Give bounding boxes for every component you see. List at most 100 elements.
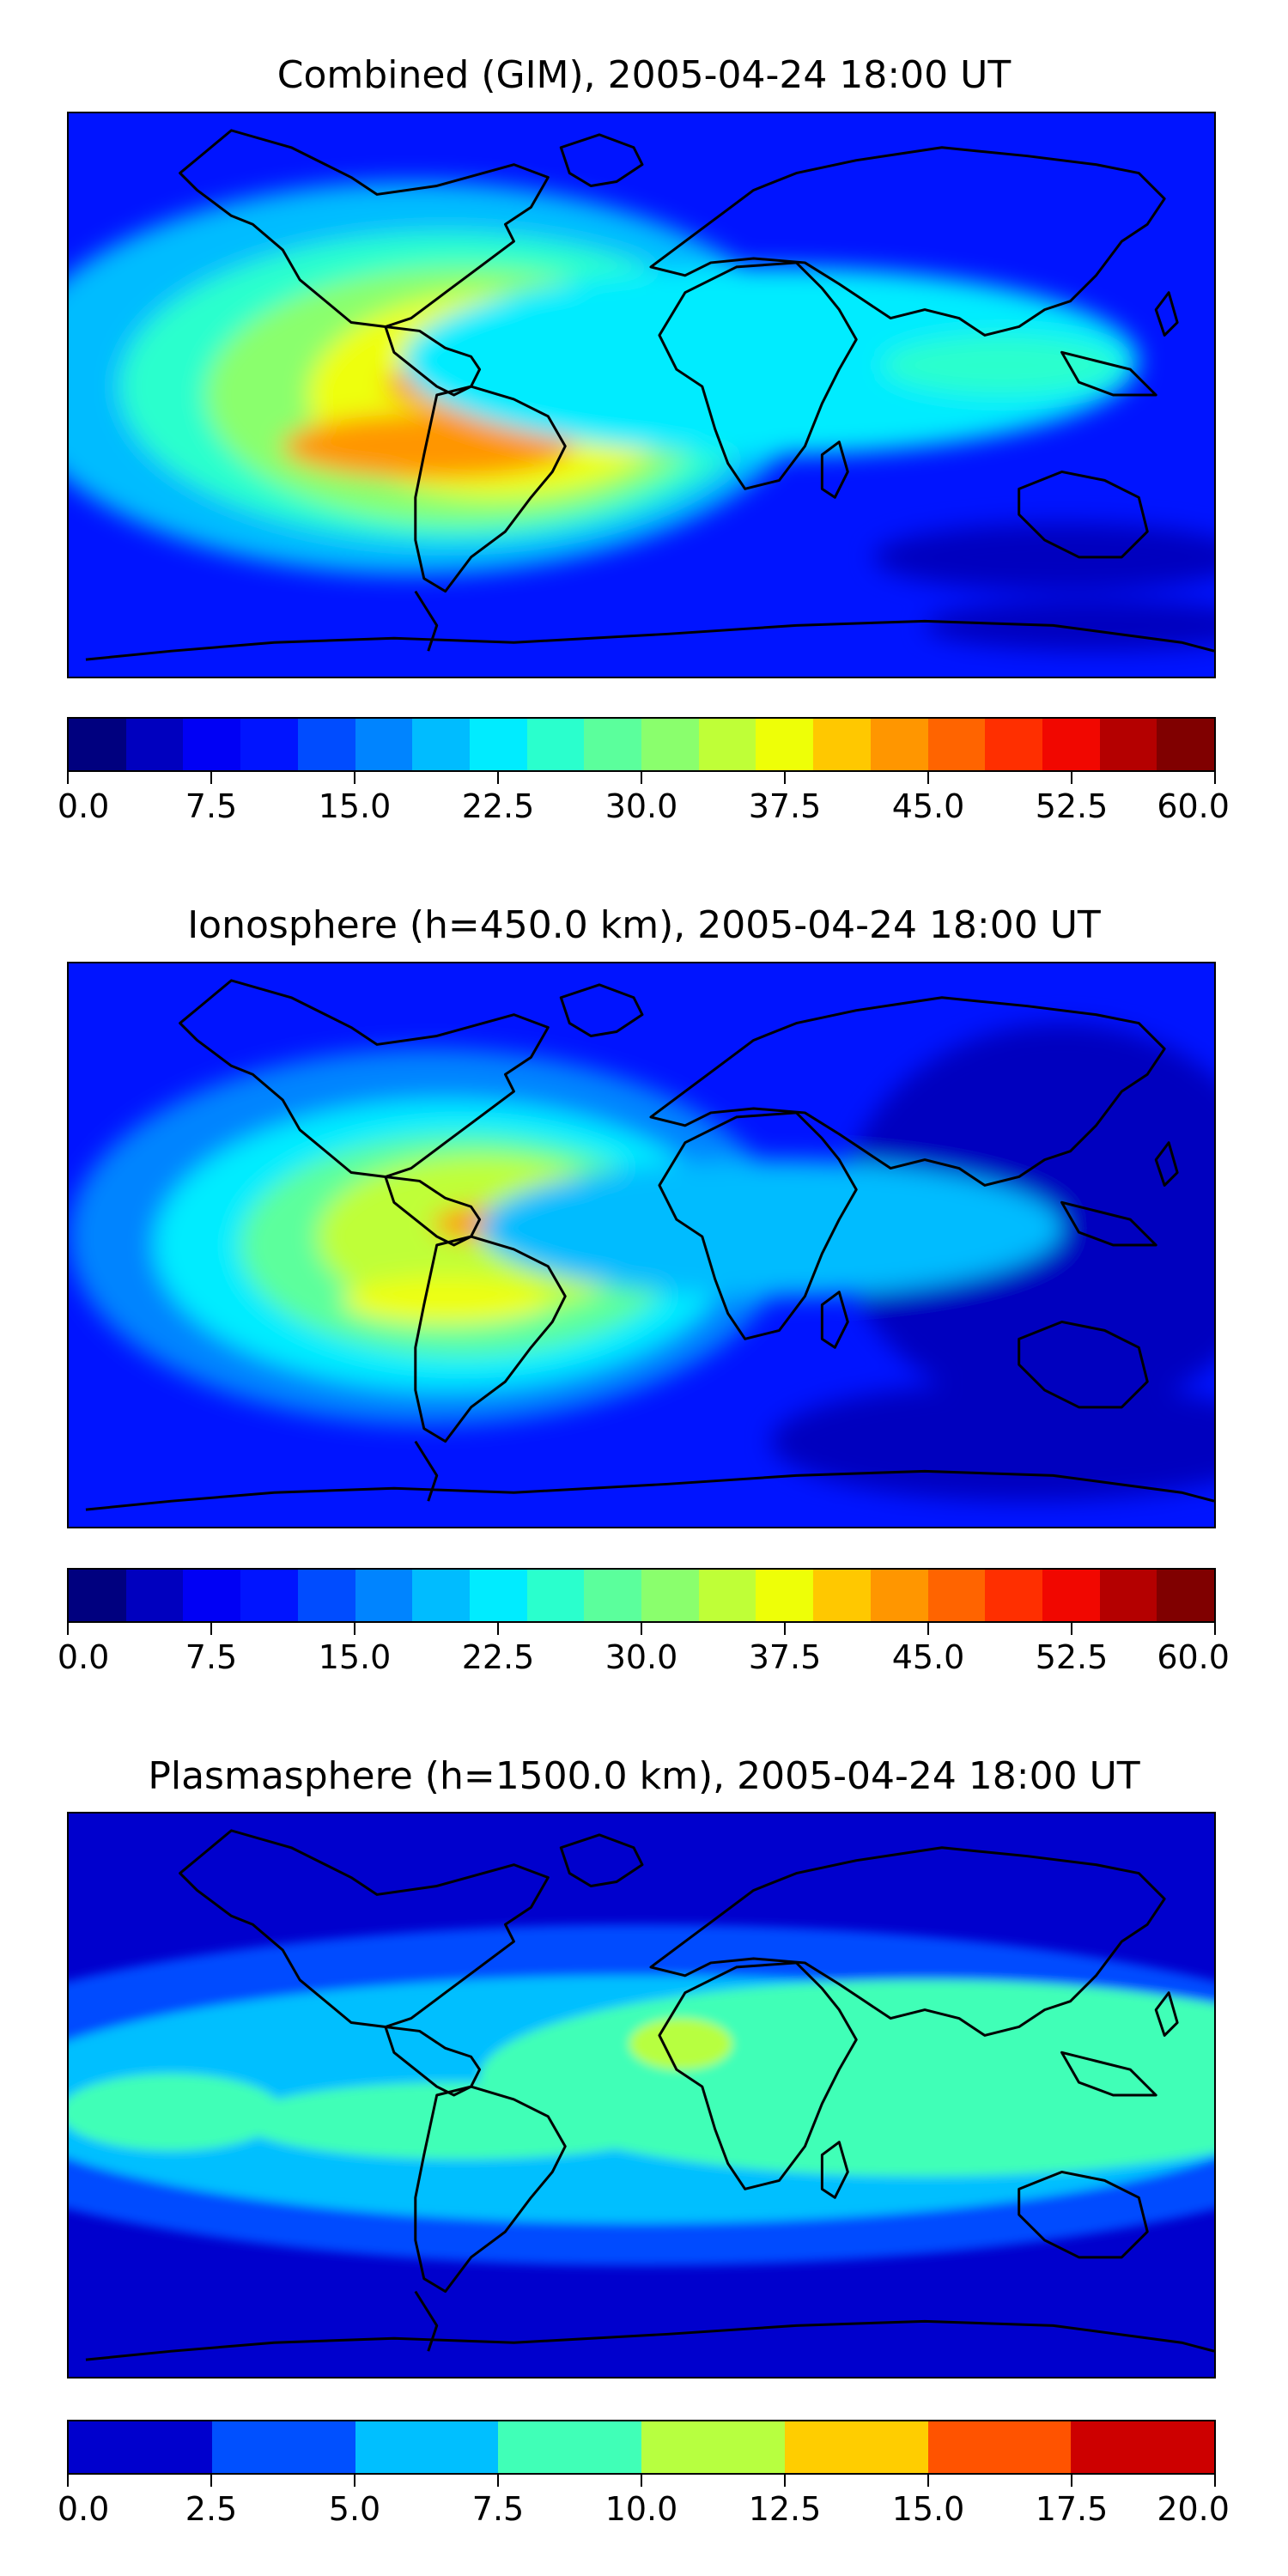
colorbar-tick: [1214, 2475, 1216, 2487]
colorbar-tick-label: 15.0: [318, 787, 392, 825]
colorbar-swatch: [698, 719, 756, 770]
colorbar-tick: [1071, 1623, 1072, 1635]
colorbar-swatch: [813, 1570, 871, 1621]
coastline-segment: [1154, 1141, 1179, 1187]
colorbar-tick-label: 10.0: [605, 2490, 678, 2528]
colorbar-swatch: [211, 2421, 355, 2473]
colorbar-swatch: [240, 1570, 298, 1621]
colorbar-tick-label: 37.5: [748, 787, 822, 825]
coastline-segment: [414, 1235, 567, 1443]
colorbar-tick: [927, 772, 929, 784]
colorbar-swatch: [297, 719, 355, 770]
colorbar-swatch: [584, 1570, 642, 1621]
colorbar-tick: [927, 2475, 929, 2487]
coastline-segment: [1060, 350, 1157, 397]
colorbar-tick-label: 37.5: [748, 1638, 822, 1676]
colorbar-tick-label: 30.0: [605, 1638, 678, 1676]
coastline-segment: [1060, 1200, 1157, 1247]
panel-2-field-blob-1: [770, 1382, 1214, 1502]
coastline-segment: [658, 1961, 858, 2190]
panel-1-field: [69, 129, 1214, 661]
colorbar-swatch: [756, 719, 814, 770]
colorbar-tick: [1214, 772, 1216, 784]
coastline-segment: [414, 385, 567, 593]
coastline-segment: [179, 129, 550, 328]
colorbar-swatch: [1157, 719, 1214, 770]
colorbar-swatch: [526, 1570, 585, 1621]
colorbar-swatch: [813, 719, 871, 770]
colorbar-tick: [1071, 2475, 1072, 2487]
colorbar-swatch: [870, 1570, 928, 1621]
colorbar-tick: [497, 1623, 499, 1635]
colorbar-tick: [784, 772, 786, 784]
colorbar-swatch: [297, 1570, 355, 1621]
coastline-segment: [414, 2290, 439, 2352]
colorbar-tick: [927, 1623, 929, 1635]
panel-3-field-blob-5: [629, 2018, 732, 2070]
colorbar-swatch: [69, 2421, 212, 2473]
panel-1-coastlines: [85, 129, 1214, 661]
colorbar-tick-label: 30.0: [605, 787, 678, 825]
colorbar-tick-label: 17.5: [1035, 2490, 1109, 2528]
coastline-segment: [1154, 291, 1179, 337]
colorbar-tick-label: 2.5: [185, 2490, 238, 2528]
colorbar-tick-label: 12.5: [748, 2490, 822, 2528]
colorbar-tick: [210, 1623, 212, 1635]
colorbar-swatch: [870, 719, 928, 770]
colorbar-tick: [354, 1623, 355, 1635]
panel-2-field: [69, 979, 1214, 1511]
panel-1-field-blob-7: [402, 266, 1139, 455]
colorbar-swatch: [985, 1570, 1042, 1621]
colorbar-swatch: [1042, 719, 1100, 770]
colorbar-swatch: [756, 1570, 814, 1621]
colorbar-swatch: [927, 2421, 1072, 2473]
colorbar-tick: [497, 2475, 499, 2487]
colorbar-tick-label: 15.0: [891, 2490, 965, 2528]
colorbar-tick: [1214, 1623, 1216, 1635]
coastline-segment: [649, 146, 1166, 337]
colorbar-swatch: [1042, 1570, 1100, 1621]
colorbar-tick-label: 0.0: [57, 787, 110, 825]
coastline-segment: [414, 2085, 567, 2293]
colorbar-swatch: [469, 719, 527, 770]
panel-3-map: [67, 1812, 1216, 2379]
colorbar-tick: [67, 1623, 69, 1635]
coastline-segment: [658, 1111, 858, 1340]
coastline-segment: [1018, 470, 1149, 559]
coastline-segment: [649, 996, 1166, 1187]
colorbar-tick-label: 60.0: [1157, 1638, 1230, 1676]
coastline-segment: [1018, 1320, 1149, 1409]
panel-3-coastlines: [85, 1829, 1214, 2361]
colorbar-tick: [784, 1623, 786, 1635]
colorbar-swatch: [183, 1570, 241, 1621]
coastline-segment: [85, 2319, 1214, 2361]
coastline-segment: [649, 1846, 1166, 2037]
coastline-segment: [1018, 2170, 1149, 2259]
colorbar-swatch: [125, 719, 184, 770]
coastline-segment: [1060, 2050, 1157, 2097]
colorbar-swatch: [69, 719, 126, 770]
colorbar-swatch: [69, 1570, 126, 1621]
colorbar-tick-label: 52.5: [1035, 1638, 1109, 1676]
colorbar-tick-label: 22.5: [461, 787, 535, 825]
panel-2-colorbar-ticks: 0.0 7.5 15.0 22.5 30.0 37.5 45.0 52.5 60.0: [58, 1623, 1230, 1676]
panel-1-field-blob-4: [283, 413, 574, 479]
colorbar-swatch: [412, 1570, 470, 1621]
colorbar-swatch: [498, 2421, 641, 2473]
panel-1-field-blob-10: [925, 599, 1214, 652]
panel-1-field-blob-9: [873, 523, 1214, 592]
coastline-segment: [85, 619, 1214, 661]
colorbar-tick-label: 7.5: [185, 1638, 238, 1676]
colorbar-tick: [354, 2475, 355, 2487]
coastline-segment: [414, 590, 439, 652]
colorbar-tick-label: 52.5: [1035, 787, 1109, 825]
colorbar-tick-label: 20.0: [1157, 2490, 1230, 2528]
colorbar-tick-label: 22.5: [461, 1638, 535, 1676]
panel-1-colorbar: [67, 717, 1216, 772]
coastline-segment: [414, 1440, 439, 1502]
panel-2-field-blob-8: [479, 1159, 1062, 1297]
panel-3-field: [69, 1829, 1214, 2361]
colorbar-tick-label: 7.5: [471, 2490, 525, 2528]
colorbar-swatch: [784, 2421, 928, 2473]
colorbar-swatch: [985, 719, 1042, 770]
